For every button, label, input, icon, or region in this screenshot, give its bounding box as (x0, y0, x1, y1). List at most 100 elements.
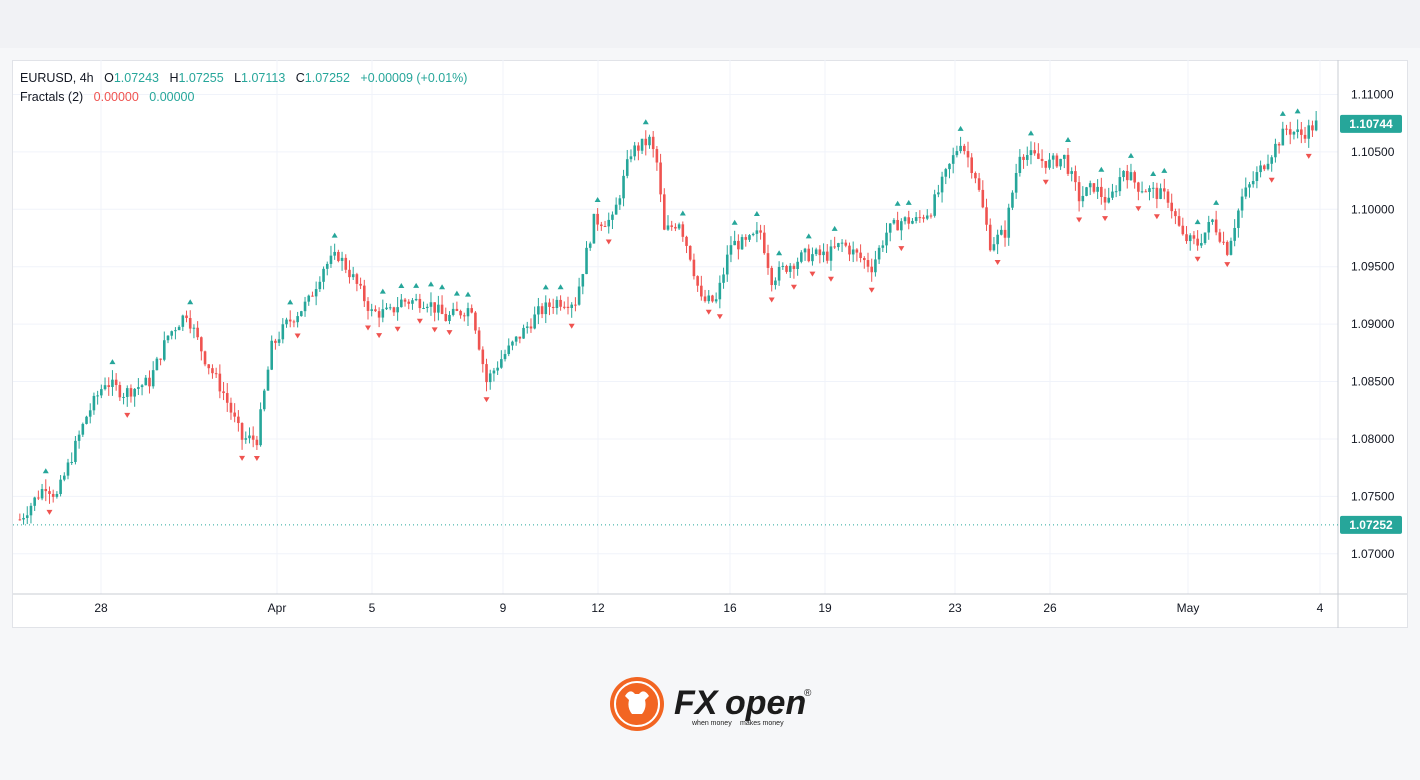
candle-body (559, 299, 562, 307)
candle-body (133, 388, 136, 397)
candle-body (1211, 219, 1214, 222)
candle-body (837, 243, 840, 248)
candle-body (1025, 155, 1029, 160)
candle-body (70, 461, 73, 463)
candle-body (348, 269, 351, 278)
candle-body (229, 402, 233, 413)
candle-body (1144, 191, 1148, 193)
last-price-tag (1340, 114, 1402, 133)
candle-body (44, 488, 48, 492)
candle-body (285, 319, 288, 325)
indicator-value-1: 0.00000 (93, 90, 139, 104)
candle-body (1148, 188, 1151, 193)
x-tick-label: 28 (94, 601, 108, 615)
candle-body (29, 505, 33, 516)
candle-body (1288, 129, 1292, 135)
candle-body (844, 242, 848, 246)
candle-body (596, 213, 599, 225)
fractal-down-marker (605, 239, 612, 245)
candle-body (514, 336, 518, 342)
candle-body (418, 298, 422, 309)
candle-body (118, 385, 122, 398)
y-tick-label: 1.08500 (1351, 375, 1395, 389)
candle-body (1300, 129, 1303, 135)
fractal-up-marker (1127, 152, 1134, 158)
fractal-down-marker (1102, 216, 1109, 222)
logo-registered: ® (804, 688, 812, 699)
candle-body (1285, 128, 1288, 130)
candle-body (1114, 191, 1118, 193)
candle-body (148, 377, 151, 387)
candle-body (266, 369, 270, 391)
candle-body (1070, 171, 1073, 174)
candle-body (196, 327, 199, 338)
candle-body (1018, 156, 1022, 173)
candle-body (1314, 120, 1318, 131)
fractal-up-marker (109, 359, 116, 365)
fractal-up-marker (1213, 199, 1220, 205)
chart-panel[interactable] (12, 60, 1408, 628)
candle-body (937, 192, 940, 195)
candle-body (803, 248, 807, 253)
candle-body (900, 221, 903, 231)
candle-body (570, 304, 573, 309)
fractal-down-marker (376, 333, 383, 339)
candle-body (1248, 184, 1251, 188)
candle-body (959, 145, 962, 152)
candle-body (922, 217, 925, 219)
candle-body (1292, 131, 1296, 135)
fractal-down-marker (46, 509, 53, 515)
candle-body (1081, 195, 1085, 202)
candle-body (607, 219, 611, 227)
candle-body (207, 364, 211, 369)
fractal-up-marker (1279, 110, 1286, 116)
candle-body (429, 302, 433, 307)
candle-body (670, 225, 673, 227)
candle-body (940, 176, 944, 193)
y-tick-label: 1.11000 (1351, 87, 1394, 101)
candle-body (907, 217, 911, 224)
candle-body (918, 217, 922, 219)
fractal-up-marker (187, 299, 194, 305)
candle-body (885, 232, 888, 246)
fractal-down-marker (898, 246, 905, 252)
candle-body (1007, 207, 1011, 238)
candle-body (640, 138, 644, 151)
candle-body (1240, 196, 1244, 211)
fractal-up-marker (642, 119, 649, 125)
x-tick-label: 19 (818, 601, 832, 615)
candle-body (422, 308, 425, 310)
logo-tagline-left: when money (691, 720, 732, 727)
candle-body (22, 517, 25, 520)
candle-body (411, 300, 414, 304)
fractal-down-marker (705, 309, 712, 315)
candle-body (503, 354, 507, 360)
candle-body (629, 156, 633, 160)
candle-body (355, 274, 359, 284)
candle-body (1163, 188, 1166, 192)
candle-body (203, 351, 207, 365)
candle-body (81, 423, 85, 435)
fractal-up-marker (731, 219, 738, 225)
candle-body (1085, 187, 1088, 196)
candle-body (122, 396, 125, 398)
candle-body (903, 217, 907, 222)
candle-body (540, 306, 544, 315)
candle-body (92, 395, 96, 411)
candle-body (988, 224, 992, 251)
fractal-down-marker (1076, 217, 1083, 223)
candle-body (870, 266, 873, 273)
candle-body (500, 359, 503, 368)
candle-body (1037, 153, 1040, 159)
current-price-label: 1.07252 (1349, 518, 1393, 532)
candle-body (718, 282, 722, 300)
candle-body (1059, 158, 1062, 167)
candle-body (396, 307, 399, 313)
candle-body (603, 226, 607, 228)
candle-body (818, 249, 822, 256)
fractal-up-marker (1098, 166, 1105, 172)
candle-body (455, 308, 459, 311)
candle-body (1174, 211, 1177, 217)
candle-body (1170, 202, 1173, 212)
